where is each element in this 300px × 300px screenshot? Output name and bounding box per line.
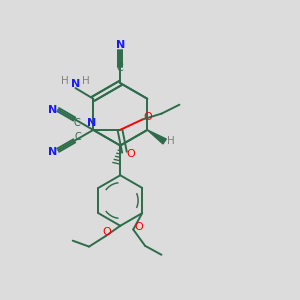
Text: H: H — [167, 136, 175, 146]
Text: H: H — [82, 76, 90, 85]
Text: N: N — [116, 40, 125, 50]
Text: N: N — [71, 79, 80, 88]
Text: O: O — [103, 227, 111, 237]
Text: N: N — [87, 118, 96, 128]
Text: C: C — [117, 63, 124, 73]
Text: N: N — [48, 105, 57, 115]
Text: C: C — [74, 132, 81, 142]
Text: H: H — [61, 76, 69, 85]
Text: O: O — [135, 221, 144, 232]
Polygon shape — [147, 130, 166, 144]
Text: N: N — [48, 147, 57, 157]
Text: O: O — [143, 112, 152, 122]
Text: O: O — [127, 149, 135, 159]
Text: C: C — [74, 118, 81, 128]
